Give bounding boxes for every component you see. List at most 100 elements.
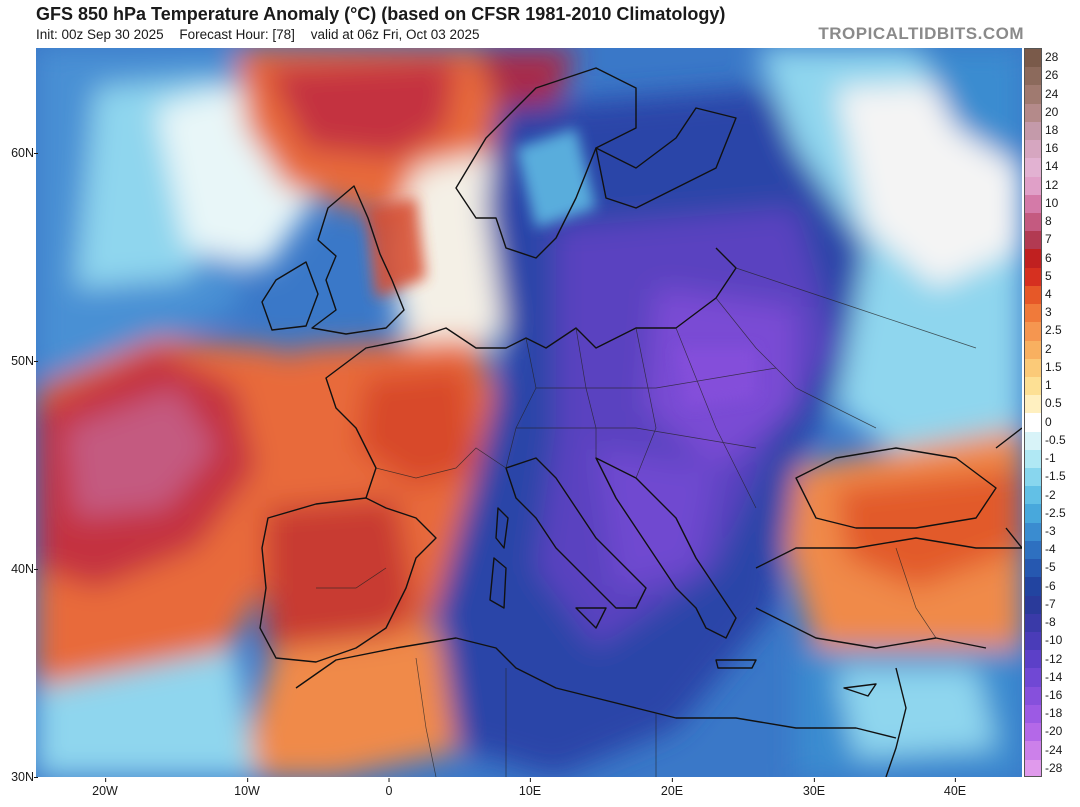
colorbar-label: -1 bbox=[1045, 451, 1056, 466]
colorbar-label: -4 bbox=[1045, 542, 1056, 557]
colorbar-label: 28 bbox=[1045, 50, 1059, 65]
colorbar-swatch bbox=[1025, 249, 1041, 268]
colorbar-swatch bbox=[1025, 413, 1041, 432]
map-subtitle: Init: 00z Sep 30 2025 Forecast Hour: [78… bbox=[36, 27, 492, 42]
colorbar-label: -24 bbox=[1045, 742, 1063, 757]
colorbar-label: -2 bbox=[1045, 487, 1056, 502]
colorbar-swatch bbox=[1025, 704, 1041, 724]
colorbar-swatch bbox=[1025, 176, 1041, 195]
colorbar-swatch bbox=[1025, 67, 1041, 86]
colorbar-label: -28 bbox=[1045, 760, 1063, 775]
lon-label-30e: 30E bbox=[802, 778, 826, 798]
colorbar-swatch bbox=[1025, 358, 1041, 377]
colorbar-swatch bbox=[1025, 540, 1041, 560]
coastlines bbox=[259, 67, 1022, 777]
colorbar-swatch bbox=[1025, 140, 1041, 159]
colorbar-swatch bbox=[1025, 231, 1041, 250]
colorbar-swatch bbox=[1025, 158, 1041, 177]
colorbar-swatch bbox=[1025, 504, 1041, 523]
colorbar-label: -20 bbox=[1045, 724, 1063, 739]
colorbar-swatch bbox=[1025, 304, 1041, 323]
colorbar-label: -10 bbox=[1045, 633, 1063, 648]
anomaly-map bbox=[36, 48, 1022, 777]
colorbar-swatch bbox=[1025, 431, 1041, 450]
colorbar-label: -7 bbox=[1045, 596, 1056, 611]
colorbar-swatch bbox=[1025, 285, 1041, 305]
colorbar-swatch bbox=[1025, 686, 1041, 705]
colorbar-label: 12 bbox=[1045, 177, 1059, 192]
colorbar-swatch bbox=[1025, 759, 1041, 776]
colorbar-label: 3 bbox=[1045, 305, 1052, 320]
colorbar-swatch bbox=[1025, 121, 1041, 141]
colorbar-label: 2.5 bbox=[1045, 323, 1062, 338]
colorbar-swatch bbox=[1025, 449, 1041, 469]
colorbar-label: -14 bbox=[1045, 669, 1063, 684]
colorbar-label: -18 bbox=[1045, 706, 1063, 721]
map-title: GFS 850 hPa Temperature Anomaly (°C) (ba… bbox=[36, 4, 726, 24]
colorbar-swatch bbox=[1025, 468, 1041, 487]
colorbar-label: 4 bbox=[1045, 287, 1052, 302]
lon-label-0: 0 bbox=[385, 778, 393, 798]
colorbar-label: 18 bbox=[1045, 123, 1059, 137]
colorbar-label: -1.5 bbox=[1045, 469, 1066, 484]
lon-label-40e: 40E bbox=[943, 778, 967, 798]
colorbar-swatch bbox=[1025, 559, 1041, 578]
colorbar-label: -6 bbox=[1045, 578, 1056, 593]
colorbar-label: 0.5 bbox=[1045, 396, 1062, 411]
colorbar-swatch bbox=[1025, 103, 1041, 122]
colorbar-label: -2.5 bbox=[1045, 505, 1066, 520]
lon-label-20w: 20W bbox=[92, 778, 118, 798]
colorbar-label: -0.5 bbox=[1045, 432, 1066, 447]
colorbar-label: 7 bbox=[1045, 232, 1052, 247]
colorbar-label: 6 bbox=[1045, 250, 1052, 265]
colorbar-swatch bbox=[1025, 632, 1041, 651]
colorbar-swatch bbox=[1025, 322, 1041, 341]
colorbar-swatch bbox=[1025, 212, 1041, 232]
colorbar-swatch bbox=[1025, 741, 1041, 760]
colorbar-swatch bbox=[1025, 723, 1041, 742]
colorbar-swatch bbox=[1025, 194, 1041, 213]
colorbar-label: 24 bbox=[1045, 86, 1059, 101]
lon-label-10w: 10W bbox=[234, 778, 260, 798]
colorbar-swatch bbox=[1025, 85, 1041, 104]
colorbar-label: 14 bbox=[1045, 159, 1059, 174]
colorbar-swatch bbox=[1025, 486, 1041, 505]
valid-time: valid at 06z Fri, Oct 03 2025 bbox=[310, 27, 480, 42]
lat-label-40n: 40N bbox=[2, 562, 38, 576]
anomaly-field bbox=[36, 48, 1022, 777]
colorbar-label: -8 bbox=[1045, 615, 1056, 630]
colorbar-label: 1.5 bbox=[1045, 359, 1062, 374]
lon-label-20e: 20E bbox=[660, 778, 684, 798]
colorbar-label: -12 bbox=[1045, 651, 1063, 666]
colorbar-swatch bbox=[1025, 395, 1041, 414]
colorbar-label: 8 bbox=[1045, 214, 1052, 229]
colorbar-swatch bbox=[1025, 340, 1041, 359]
colorbar-swatch bbox=[1025, 613, 1041, 632]
lat-label-50n: 50N bbox=[2, 354, 38, 368]
colorbar-swatch bbox=[1025, 522, 1041, 541]
colorbar-label: 10 bbox=[1045, 195, 1059, 210]
lon-label-10e: 10E bbox=[518, 778, 542, 798]
colorbar-labels: 28 26 24 20 18 16 14 12 10 8 7 6 5 4 3 2.5 2 1.5 1 0.5 0 -0.5… bbox=[1045, 48, 1080, 777]
lat-label-30n: 30N bbox=[2, 770, 38, 784]
colorbar-label: -16 bbox=[1045, 687, 1063, 702]
colorbar bbox=[1024, 48, 1042, 777]
borders bbox=[316, 267, 977, 777]
colorbar-label: 2 bbox=[1045, 341, 1052, 356]
lat-label-60n: 60N bbox=[2, 146, 38, 160]
colorbar-label: 26 bbox=[1045, 68, 1059, 83]
colorbar-label: -5 bbox=[1045, 560, 1056, 575]
colorbar-swatch bbox=[1025, 577, 1041, 596]
colorbar-label: -3 bbox=[1045, 523, 1056, 538]
brand-watermark: TROPICALTIDBITS.COM bbox=[818, 24, 1024, 43]
colorbar-swatch bbox=[1025, 650, 1041, 669]
colorbar-label: 1 bbox=[1045, 378, 1052, 393]
colorbar-swatch bbox=[1025, 595, 1041, 614]
forecast-hour: Forecast Hour: [78] bbox=[179, 27, 295, 42]
colorbar-label: 5 bbox=[1045, 268, 1052, 283]
colorbar-swatch bbox=[1025, 267, 1041, 286]
colorbar-label: 0 bbox=[1045, 414, 1052, 429]
colorbar-swatch bbox=[1025, 49, 1041, 68]
colorbar-swatch bbox=[1025, 376, 1041, 396]
colorbar-label: 16 bbox=[1045, 141, 1059, 156]
